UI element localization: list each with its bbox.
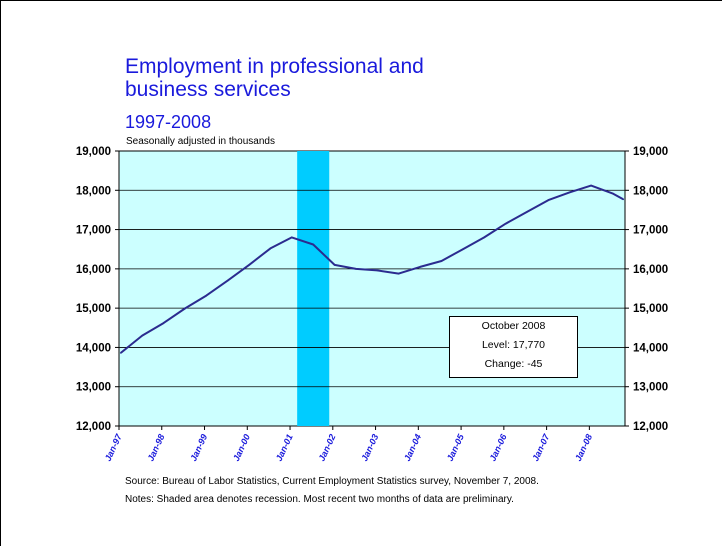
series-point xyxy=(590,184,592,187)
chart-title-line-1: Employment in professional and xyxy=(125,55,424,78)
x-tick-label: Jan-08 xyxy=(573,433,594,463)
y-tick-label-left: 16,000 xyxy=(76,264,111,276)
x-tick-label: Jan-00 xyxy=(231,433,252,463)
series-point xyxy=(141,334,143,337)
y-tick-label-left: 15,000 xyxy=(76,303,111,315)
y-tick-label-right: 13,000 xyxy=(633,382,668,394)
notes-text: Notes: Shaded area denotes recession. Mo… xyxy=(125,494,514,505)
x-tick-label: Jan-07 xyxy=(530,432,552,463)
x-tick-label: Jan-06 xyxy=(488,432,510,463)
latest-value-callout: October 2008 Level: 17,770 Change: -45 xyxy=(449,316,578,378)
callout-date: October 2008 xyxy=(481,320,546,332)
series-point xyxy=(462,248,464,251)
callout-change: Change: -45 xyxy=(484,358,543,370)
recession-band xyxy=(297,151,330,426)
x-tick-label: Jan-04 xyxy=(402,433,423,463)
series-point xyxy=(419,266,421,268)
plot-area xyxy=(118,150,626,427)
y-tick-label-right: 14,000 xyxy=(633,342,668,354)
series-point xyxy=(269,247,272,250)
x-tick-label: Jan-99 xyxy=(188,433,209,463)
series-point xyxy=(162,322,165,324)
y-tick-label-right: 12,000 xyxy=(633,421,668,433)
x-tick-label: Jan-05 xyxy=(445,432,467,463)
y-tick-label-left: 13,000 xyxy=(76,382,111,394)
series-point xyxy=(119,352,122,354)
chart-title: Employment in professional and business … xyxy=(125,55,545,101)
series-point xyxy=(226,279,229,282)
chart-subtitle: 1997-2008 xyxy=(125,112,212,132)
series-point xyxy=(248,264,250,266)
series-point xyxy=(611,192,614,195)
y-tick-label-left: 17,000 xyxy=(76,225,111,237)
y-tick-label-left: 14,000 xyxy=(76,342,111,354)
callout-level: Level: 17,770 xyxy=(481,339,546,351)
y-tick-label-left: 18,000 xyxy=(76,185,111,197)
series-point xyxy=(440,260,443,262)
series-point xyxy=(205,294,208,297)
x-tick-label: Jan-02 xyxy=(316,433,337,463)
series-point xyxy=(184,307,186,310)
series-point xyxy=(622,198,625,201)
y-axis-label: Seasonally adjusted in thousands xyxy=(126,136,275,147)
series-point xyxy=(483,236,486,239)
series-point xyxy=(526,211,528,213)
series-point xyxy=(333,264,336,266)
series-point xyxy=(547,199,550,201)
x-tick-label: Jan-98 xyxy=(145,433,166,463)
y-tick-label-right: 15,000 xyxy=(633,303,668,315)
y-tick-label-right: 16,000 xyxy=(633,264,668,276)
series-point xyxy=(504,222,507,225)
series-point xyxy=(397,272,400,275)
y-tick-label-right: 19,000 xyxy=(633,146,668,158)
y-tick-label-right: 18,000 xyxy=(633,185,668,197)
y-tick-label-left: 19,000 xyxy=(76,146,111,158)
y-tick-label-left: 12,000 xyxy=(76,421,111,433)
y-tick-label-right: 17,000 xyxy=(633,225,668,237)
x-tick-label: Jan-01 xyxy=(274,433,295,463)
series-point xyxy=(291,236,293,239)
series-point xyxy=(312,243,315,246)
chart-title-line-2: business services xyxy=(125,78,291,101)
x-tick-label: Jan-97 xyxy=(103,432,125,463)
series-point xyxy=(355,268,357,270)
x-tick-label: Jan-03 xyxy=(359,433,380,463)
series-point xyxy=(568,191,571,194)
series-point xyxy=(376,269,379,272)
source-note: Source: Bureau of Labor Statistics, Curr… xyxy=(125,476,539,487)
